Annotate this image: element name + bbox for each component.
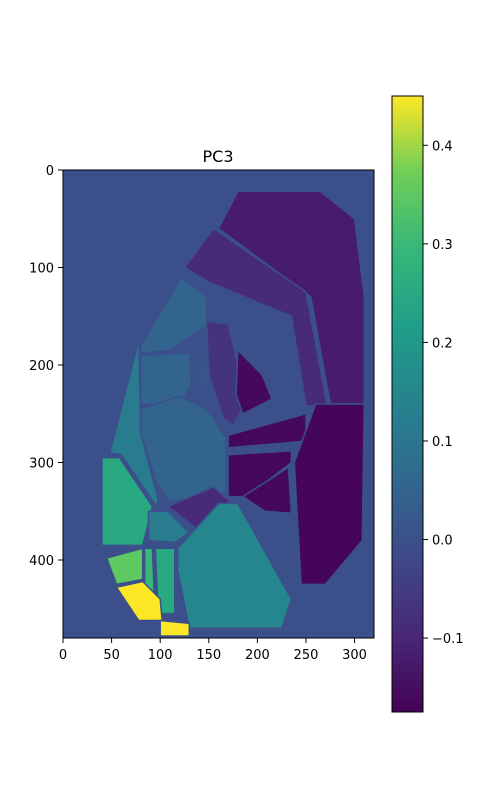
heatmap-region-12 xyxy=(140,395,228,503)
heatmap-region-17 xyxy=(105,547,144,586)
x-tick-label: 200 xyxy=(245,648,270,663)
heatmap-region-1 xyxy=(217,190,366,405)
heatmap-region-8 xyxy=(241,466,293,515)
x-tick-label: 50 xyxy=(103,648,120,663)
x-tick-label: 250 xyxy=(294,648,319,663)
heatmap-region-16 xyxy=(147,510,191,544)
x-tick-label: 100 xyxy=(148,648,173,663)
colorbar-tick-label: 0.1 xyxy=(432,435,453,450)
colorbar-ticks: −0.1 0.0 0.1 0.2 0.3 0.4 xyxy=(423,139,464,647)
y-tick-label: 200 xyxy=(29,359,54,374)
heatmap-region-9 xyxy=(293,403,366,586)
heatmap-region-4 xyxy=(206,320,244,427)
heatmap-region-5 xyxy=(235,348,273,415)
plot-area xyxy=(62,169,375,639)
colorbar-tick-label: 0.4 xyxy=(432,139,453,154)
heatmap-region-21 xyxy=(115,580,163,622)
heatmap-region-13 xyxy=(108,340,159,509)
heatmap-region-22 xyxy=(159,619,191,637)
heatmap-region-19 xyxy=(154,547,176,615)
x-tick-label: 0 xyxy=(59,648,67,663)
colorbar-tick-label: 0.2 xyxy=(432,336,453,351)
colorbar-gradient xyxy=(391,95,424,713)
plot-frame xyxy=(62,169,375,639)
y-tick-label: 300 xyxy=(29,457,54,472)
x-tick-label: 300 xyxy=(342,648,367,663)
heatmap-region-10 xyxy=(140,352,193,405)
heatmap-region-14 xyxy=(101,456,154,547)
colorbar-tick-label: 0.3 xyxy=(432,238,453,253)
y-axis: 0 100 200 300 400 xyxy=(29,164,63,569)
heatmap-region-15 xyxy=(166,486,232,532)
colorbar-tick-label: −0.1 xyxy=(432,632,464,647)
y-tick-label: 0 xyxy=(46,164,54,179)
y-tick-label: 100 xyxy=(29,262,54,277)
x-tick-label: 150 xyxy=(196,648,221,663)
x-axis: 0 50 100 150 200 250 300 xyxy=(59,638,367,663)
chart-title: PC3 xyxy=(203,147,234,166)
colorbar: −0.1 0.0 0.1 0.2 0.3 0.4 xyxy=(391,95,464,713)
heatmap-regions xyxy=(101,190,366,637)
y-tick-label: 400 xyxy=(29,554,54,569)
heatmap-region-20 xyxy=(176,502,293,630)
heatmap-region-11 xyxy=(191,352,212,388)
colorbar-tick-label: 0.0 xyxy=(432,534,453,549)
